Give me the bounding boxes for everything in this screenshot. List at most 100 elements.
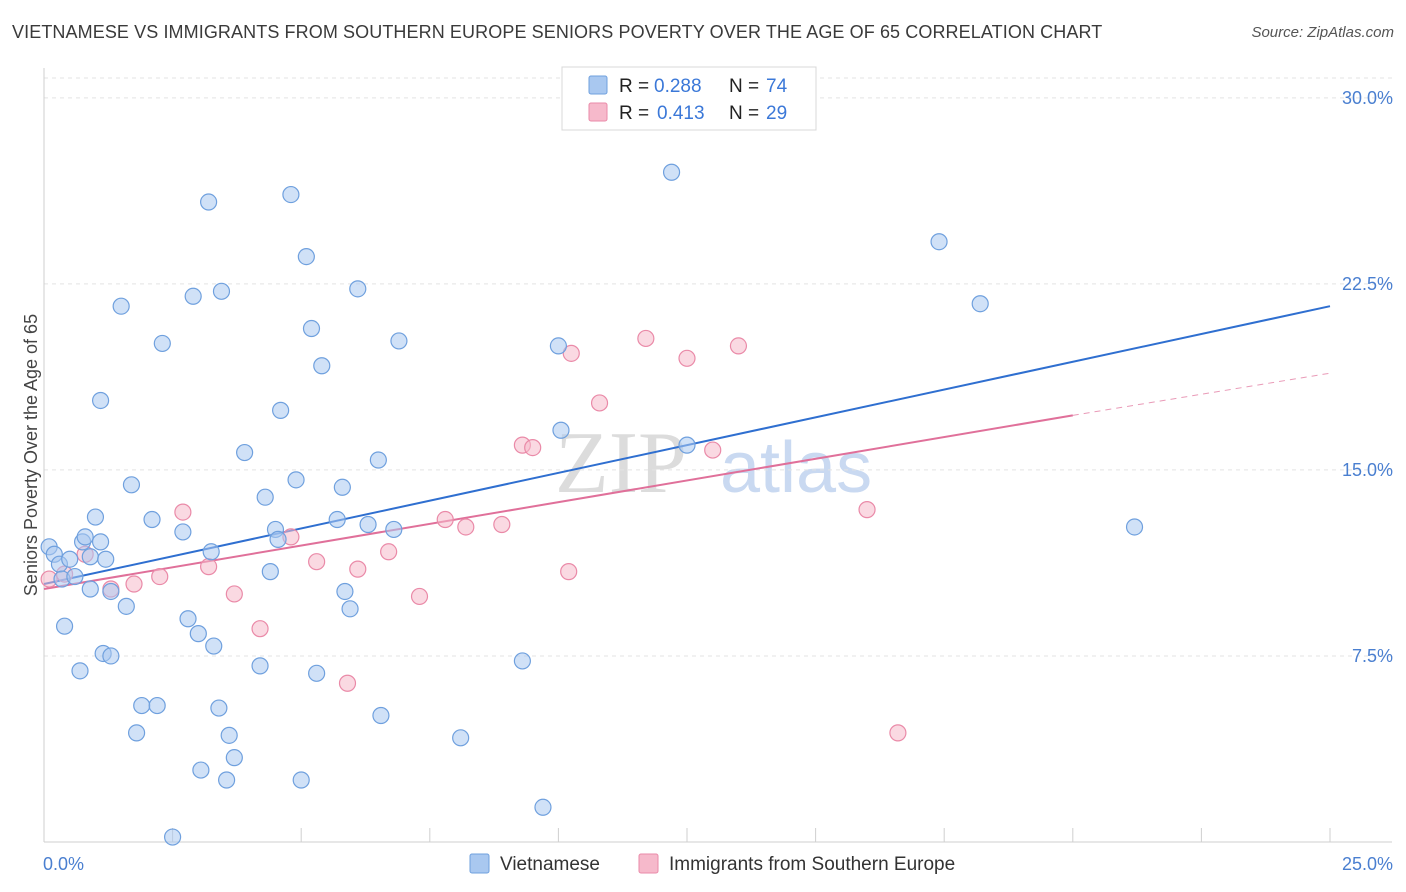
data-point-southern-europe [125,575,143,593]
data-point-vietnamese [184,287,202,305]
legend-n-value-1: 74 [766,76,788,97]
data-point-vietnamese [372,706,390,725]
legend-n-value-2: 29 [766,103,787,124]
data-point-vietnamese [333,478,351,496]
x-tick-label-min: 0.0% [43,854,84,874]
source-credit: Source: ZipAtlas.com [1251,24,1394,41]
y-tick-label: 15.0% [1342,460,1393,480]
data-point-vietnamese [341,600,359,618]
bottom-legend-vietnamese: Vietnamese [500,854,600,875]
watermark-atlas: atlas [720,428,872,508]
trend-line-southern-europe [43,414,1073,590]
data-point-southern-europe [560,563,578,581]
data-point-southern-europe [524,438,542,457]
data-point-vietnamese [200,193,218,211]
data-points [40,163,1144,846]
data-point-southern-europe [251,620,269,638]
trend-line-extension [1072,372,1331,416]
data-point-vietnamese [143,510,161,529]
data-point-southern-europe [349,560,367,578]
legend-swatch-southern-europe [588,102,608,122]
data-point-vietnamese [390,332,408,350]
data-point-vietnamese [218,771,236,789]
data-point-southern-europe [338,674,357,692]
data-point-vietnamese [55,617,74,635]
data-point-southern-europe [562,344,580,362]
legend-r-label-2: R = [619,103,649,124]
data-point-vietnamese [117,597,135,615]
data-point-vietnamese [210,699,228,717]
data-point-vietnamese [102,582,120,601]
data-point-vietnamese [205,637,223,655]
data-point-vietnamese [269,530,287,548]
data-point-vietnamese [302,319,321,338]
legend-swatch-vietnamese [588,75,608,95]
data-point-vietnamese [287,471,305,489]
grid [44,77,1392,657]
data-point-vietnamese [220,726,238,744]
data-point-vietnamese [534,798,552,816]
data-point-vietnamese [91,391,110,410]
data-point-vietnamese [81,548,99,566]
data-point-southern-europe [704,441,722,459]
data-point-vietnamese [930,233,948,251]
data-point-vietnamese [91,533,110,551]
legend: R = 0.288 N = 74 R = 0.413 N = 29 [561,66,817,131]
data-point-vietnamese [212,282,231,300]
y-tick-label: 7.5% [1352,646,1393,666]
watermark: ZIP atlas [555,415,872,512]
data-point-southern-europe [174,503,192,521]
data-point-vietnamese [336,582,354,601]
data-point-vietnamese [122,476,141,494]
data-point-vietnamese [153,334,171,353]
data-point-vietnamese [292,771,310,789]
bottom-legend-swatch-southern-europe [638,853,659,874]
data-point-vietnamese [349,280,367,298]
data-point-vietnamese [236,443,254,462]
legend-r-value-1: 0.288 [654,76,702,97]
data-point-vietnamese [261,563,279,581]
data-point-vietnamese [513,652,531,670]
data-point-vietnamese [127,724,146,742]
data-point-southern-europe [308,553,326,571]
legend-n-label-2: N = [729,103,759,124]
data-point-vietnamese [179,610,197,628]
legend-n-label-1: N = [729,76,759,97]
data-point-vietnamese [662,163,681,181]
data-point-vietnamese [971,295,989,313]
data-point-southern-europe [151,567,169,586]
legend-r-label-1: R = [619,76,649,97]
data-point-vietnamese [1125,518,1144,536]
data-point-vietnamese [76,528,94,546]
y-axis-label: Seniors Poverty Over the Age of 65 [21,314,41,596]
data-point-vietnamese [385,520,403,539]
watermark-zip: ZIP [555,415,687,512]
y-tick-label: 22.5% [1342,274,1393,294]
data-point-southern-europe [457,518,475,536]
chart-title: VIETNAMESE VS IMMIGRANTS FROM SOUTHERN E… [12,22,1103,42]
data-point-vietnamese [133,696,151,715]
data-point-vietnamese [148,696,166,715]
data-point-vietnamese [97,550,115,568]
data-point-vietnamese [549,337,568,355]
data-point-southern-europe [410,587,429,606]
data-point-southern-europe [493,515,511,534]
data-point-vietnamese [189,625,207,643]
data-point-vietnamese [174,523,192,541]
data-point-vietnamese [282,185,300,204]
data-point-vietnamese [313,357,331,375]
data-point-southern-europe [858,501,876,519]
data-point-southern-europe [637,329,655,348]
data-point-vietnamese [452,729,470,747]
data-point-vietnamese [192,761,210,779]
data-point-southern-europe [225,585,243,603]
data-point-southern-europe [200,558,218,576]
data-point-southern-europe [590,394,609,412]
data-point-vietnamese [272,401,290,419]
data-point-vietnamese [86,508,105,526]
data-point-southern-europe [436,510,454,529]
data-point-vietnamese [251,657,269,675]
data-point-vietnamese [102,647,120,665]
data-point-vietnamese [256,488,274,506]
